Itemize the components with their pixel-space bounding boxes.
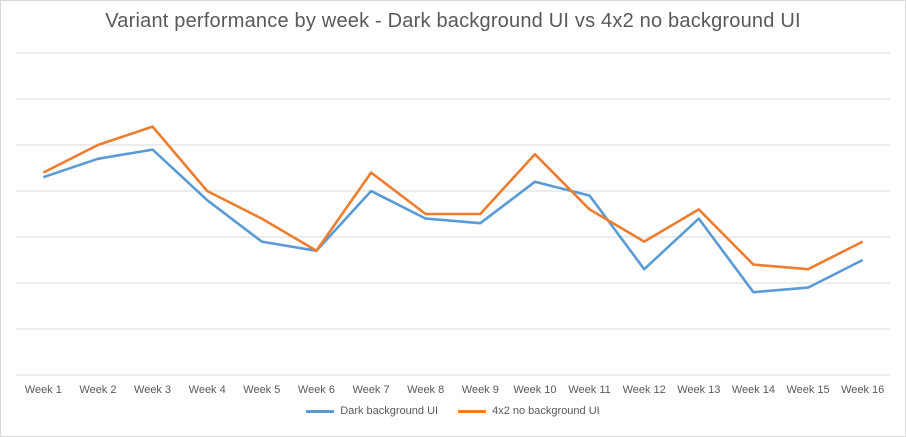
x-tick-label: Week 15 <box>786 384 829 396</box>
chart-title: Variant performance by week - Dark backg… <box>105 10 801 32</box>
x-tick-labels: Week 1 Week 2 Week 3 Week 4 Week 5 Week 6 Week… <box>25 384 885 396</box>
series-line-1 <box>42 125 864 271</box>
legend: Dark background UI 4x2 no background UI <box>0 405 906 417</box>
legend-swatch-dark-background-ui <box>306 409 335 413</box>
x-tick-label: Week 10 <box>513 384 556 396</box>
x-tick-label: Week 8 <box>407 384 444 396</box>
x-tick-label: Week 1 <box>25 384 62 396</box>
x-tick-label: Week 14 <box>732 384 775 396</box>
gridlines <box>16 52 890 376</box>
x-tick-label: Week 12 <box>623 384 666 396</box>
x-tick-label: Week 5 <box>243 384 280 396</box>
series-line-0 <box>42 148 864 294</box>
x-tick-label: Week 9 <box>462 384 499 396</box>
x-tick-label: Week 13 <box>677 384 720 396</box>
x-tick-label: Week 16 <box>841 384 884 396</box>
x-tick-label: Week 2 <box>79 384 116 396</box>
series-lines <box>42 125 864 294</box>
legend-label-dark-background-ui: Dark background UI <box>340 405 439 417</box>
x-tick-label: Week 11 <box>568 384 610 396</box>
x-tick-label: Week 4 <box>189 384 226 396</box>
x-tick-label: Week 3 <box>134 384 171 396</box>
legend-item-4x2-no-background-ui: 4x2 no background UI <box>458 405 600 417</box>
x-tick-label: Week 6 <box>298 384 335 396</box>
legend-label-4x2-no-background-ui: 4x2 no background UI <box>492 405 600 417</box>
legend-item-dark-background-ui: Dark background UI <box>306 405 438 417</box>
legend-swatch-4x2-no-background-ui <box>458 409 487 413</box>
x-tick-label: Week 7 <box>353 384 390 396</box>
